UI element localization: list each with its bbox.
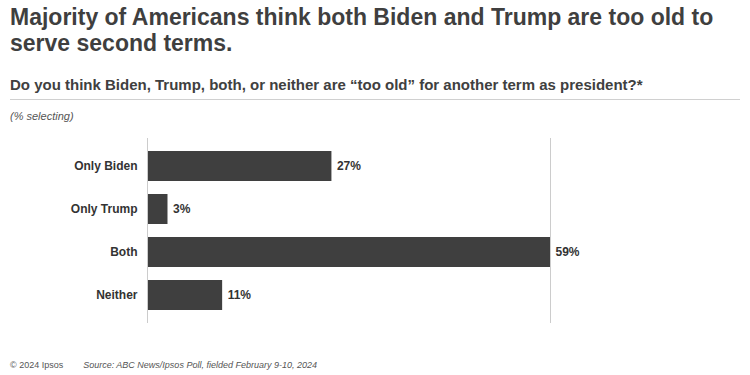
svg-text:59%: 59% — [556, 245, 580, 259]
svg-text:Neither: Neither — [96, 288, 138, 302]
html-text:(% selecting): (% selecting) — [10, 110, 74, 122]
html-text:© 2024 Ipsos: © 2024 Ipsos — [10, 360, 64, 370]
svg-text:Only Biden: Only Biden — [74, 159, 137, 173]
svg-text:Only Trump: Only Trump — [71, 202, 138, 216]
svg-text:Both: Both — [110, 245, 137, 259]
svg-text:3%: 3% — [173, 202, 191, 216]
svg-text:27%: 27% — [337, 159, 361, 173]
html-text:Source: ABC News/Ipsos Poll, f: Source: ABC News/Ipsos Poll, fielded Feb… — [83, 360, 317, 370]
svg-text:11%: 11% — [228, 288, 252, 302]
html-text:Do you think Biden, Trump, bot: Do you think Biden, Trump, both, or neit… — [10, 76, 643, 93]
html-text:Majority of Americans think bo: Majority of Americans think both Biden a… — [10, 4, 714, 56]
